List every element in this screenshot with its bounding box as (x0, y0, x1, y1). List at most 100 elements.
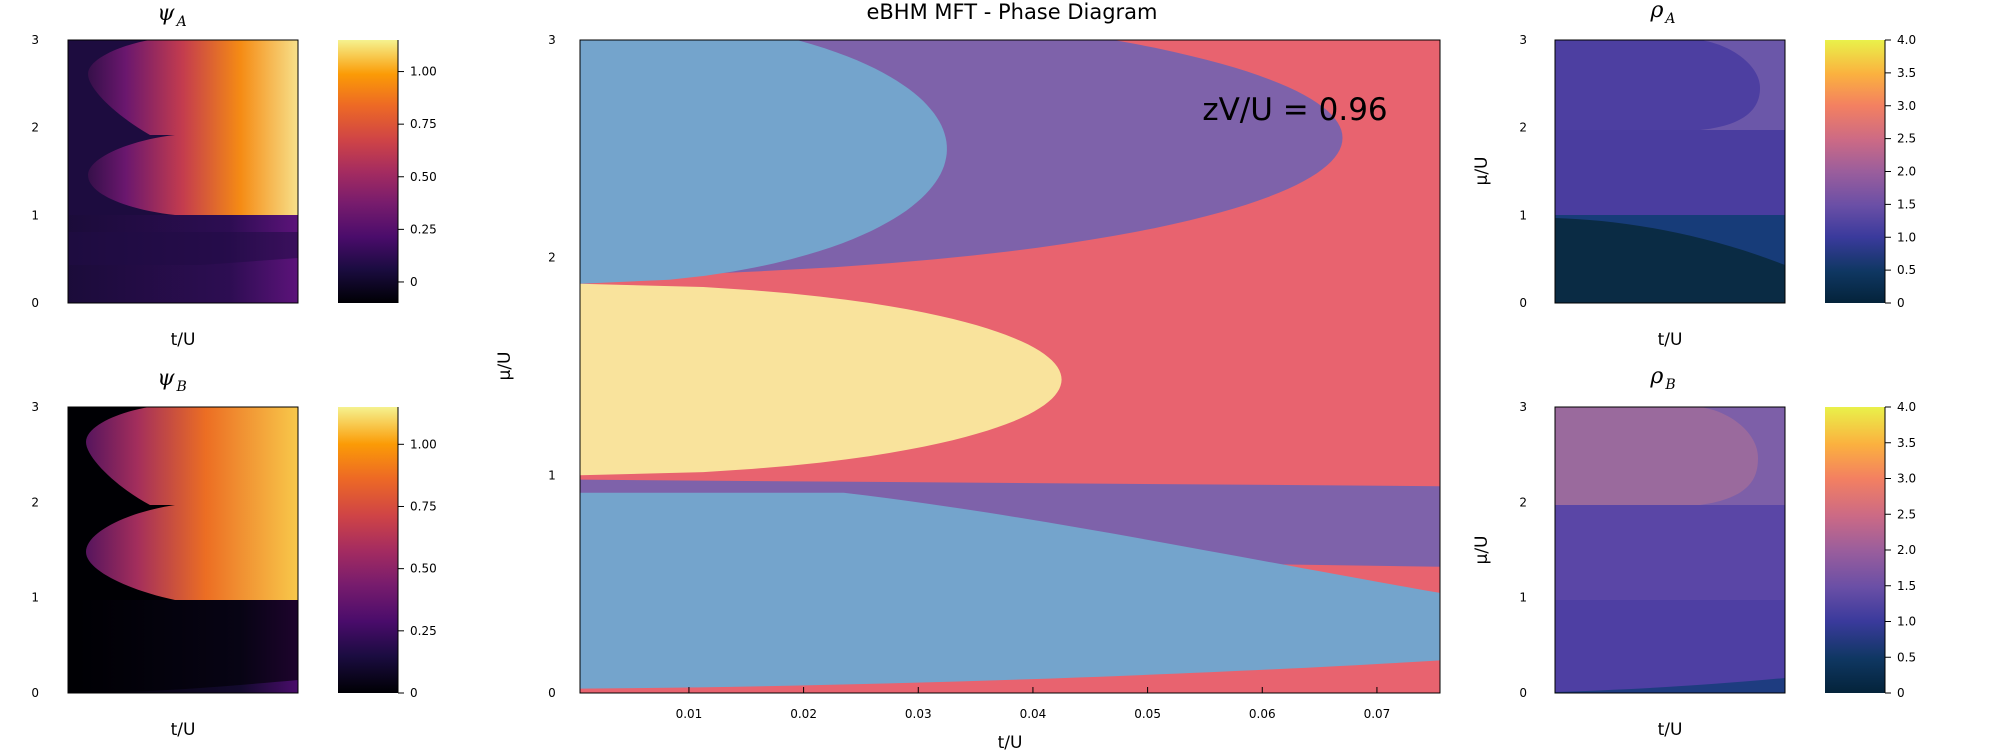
rho-a-heatmap (1555, 40, 1785, 303)
colorbar-tick-label: 1.00 (410, 65, 437, 79)
colorbar-tick-label: 0.75 (410, 117, 437, 131)
colorbar-tick-label: 0.75 (410, 499, 437, 513)
colorbar-tick-label: 0.25 (410, 222, 437, 236)
y-tick-label: 3 (548, 33, 556, 47)
rho-b-xlabel: t/U (1658, 720, 1683, 740)
phase-region-blue-upper (580, 40, 947, 284)
rho-b-colorbar (1825, 407, 1885, 693)
phase-diagram-y-axis: 0 1 2 3 (548, 33, 556, 700)
psi-a-title-symbol: ψ (157, 1, 175, 26)
y-tick-label: 2 (548, 251, 556, 265)
y-tick-label: 0 (1519, 686, 1527, 700)
colorbar-tick-label: 1.5 (1897, 579, 1916, 593)
colorbar-tick-label: 0 (410, 686, 418, 700)
x-tick-label: 0.06 (1249, 707, 1276, 721)
psi-a-lower-shade (68, 232, 298, 265)
rho-b-lower-band (1555, 600, 1785, 693)
rho-b-title-symbol: ρ (1649, 364, 1663, 389)
rho-b-title-sub: B (1664, 377, 1675, 393)
psi-b-frame (67, 406, 299, 694)
rho-b-ylabel: μ/U (1472, 536, 1492, 565)
psi-a-xlabel: t/U (171, 330, 196, 350)
psi-b-colorbar (338, 407, 398, 693)
colorbar-tick-label: 1.00 (410, 437, 437, 451)
rho-b-middle-band (1555, 505, 1785, 600)
x-tick-label: 0.05 (1134, 707, 1161, 721)
psi-a-title-sub: A (175, 14, 187, 30)
colorbar-tick-label: 1.0 (1897, 615, 1916, 629)
rho-a-frame (1554, 39, 1786, 304)
phase-diagram-xlabel: t/U (998, 733, 1023, 750)
x-tick-label: 0.07 (1364, 707, 1391, 721)
rho-a-middle-band (1555, 130, 1785, 215)
psi-a-heatmap (68, 40, 298, 303)
rho-a-colorbar-ticks: 0 0.5 1.0 1.5 2.0 2.5 3.0 3.5 4.0 (1884, 33, 1916, 310)
colorbar-tick-label: 2.5 (1897, 507, 1916, 521)
colorbar-tick-label: 2.0 (1897, 165, 1916, 179)
colorbar-tick-label: 0.50 (410, 170, 437, 184)
y-tick-label: 2 (1519, 495, 1527, 509)
colorbar-tick-label: 0 (1897, 296, 1905, 310)
psi-b-title-sub: B (175, 379, 186, 395)
y-tick-label: 3 (1519, 400, 1527, 414)
psi-b-xlabel: t/U (171, 720, 196, 740)
psi-a-lobe-upper (68, 40, 150, 135)
rho-a-title-symbol: ρ (1649, 0, 1663, 23)
rho-b-frame (1554, 406, 1786, 694)
colorbar-tick-label: 0.5 (1897, 263, 1916, 277)
colorbar-tick-label: 0.5 (1897, 650, 1916, 664)
psi-b-lobe-upper (68, 407, 150, 505)
psi-b-lobe-middle (68, 505, 175, 600)
y-tick-label: 1 (31, 208, 39, 222)
colorbar-tick-label: 0.25 (410, 624, 437, 638)
y-tick-label: 2 (31, 121, 39, 135)
y-tick-label: 1 (1519, 208, 1527, 222)
colorbar-tick-label: 2.5 (1897, 132, 1916, 146)
psi-a-colorbar-ticks: 0 0.25 0.50 0.75 1.00 (397, 40, 437, 303)
rho-b-colorbar-ticks: 0 0.5 1.0 1.5 2.0 2.5 3.0 3.5 4.0 (1884, 400, 1916, 700)
colorbar-tick-label: 4.0 (1897, 33, 1916, 47)
y-tick-label: 1 (1519, 591, 1527, 605)
psi-b-y-axis: 0 1 2 3 (31, 400, 39, 700)
colorbar-tick-label: 2.0 (1897, 543, 1916, 557)
phase-diagram-frame (579, 39, 1441, 694)
x-tick-label: 0.01 (676, 707, 703, 721)
y-tick-label: 0 (31, 686, 39, 700)
rho-a-y-axis: 0 1 2 3 (1519, 33, 1527, 310)
rho-b-lower-edge (1555, 678, 1785, 693)
psi-a-colorbar (338, 40, 398, 303)
psi-b-colorbar-ticks: 0 0.25 0.50 0.75 1.00 (397, 407, 437, 700)
colorbar-tick-label: 0 (1897, 686, 1905, 700)
colorbar-tick-label: 0 (410, 275, 418, 289)
phase-diagram-ylabel: μ/U (495, 352, 515, 381)
colorbar-tick-label: 3.5 (1897, 66, 1916, 80)
colorbar-tick-label: 1.0 (1897, 230, 1916, 244)
y-tick-label: 3 (1519, 33, 1527, 47)
rho-a-lower-edge (1555, 215, 1785, 265)
rho-b-upper-region (1555, 407, 1758, 505)
colorbar-tick-label: 4.0 (1897, 400, 1916, 414)
phase-region-blue-lower (580, 492, 1440, 689)
panel-phase-diagram: eBHM MFT - Phase Diagram 0.01 0.02 0.03 0.0… (495, 0, 1441, 750)
colorbar-tick-label: 0.50 (410, 562, 437, 576)
rho-a-ylabel: μ/U (1472, 157, 1492, 186)
colorbar-tick-label: 3.0 (1897, 472, 1916, 486)
y-tick-label: 3 (31, 33, 39, 47)
y-tick-label: 0 (548, 686, 556, 700)
y-tick-label: 0 (31, 296, 39, 310)
y-tick-label: 0 (1519, 296, 1527, 310)
rho-b-heatmap (1555, 407, 1785, 693)
colorbar-tick-label: 3.5 (1897, 436, 1916, 450)
rho-a-upper-region (1555, 40, 1760, 130)
rho-b-y-axis: 0 1 2 3 (1519, 400, 1527, 700)
psi-a-lobe-middle (68, 135, 175, 215)
phase-region-yellow (580, 283, 1062, 476)
